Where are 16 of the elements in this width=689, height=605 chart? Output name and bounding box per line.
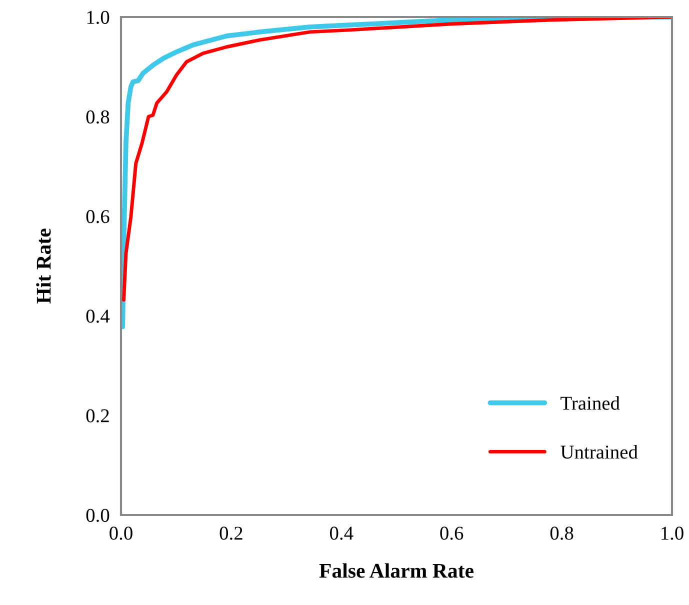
x-tick-label: 1.0 [662, 526, 684, 540]
y-tick-label: 0.2 [86, 409, 109, 422]
x-tick-label: 0.4 [330, 526, 354, 540]
y-tick-label: 0.4 [86, 310, 110, 323]
x-tick-label: 0.6 [440, 526, 464, 540]
legend-label: Untrained [560, 445, 638, 459]
y-tick-label: 0.0 [86, 508, 110, 522]
y-tick-label: 0.6 [86, 210, 110, 224]
x-axis-title: False Alarm Rate [319, 563, 474, 578]
legend-label: Trained [560, 396, 620, 410]
x-tick-label: 0.2 [220, 526, 242, 540]
x-tick-label: 0.0 [110, 526, 132, 540]
y-tick-label: 1.0 [87, 10, 110, 24]
y-axis-title: Hit Rate [36, 228, 51, 304]
y-tick-label: 0.8 [86, 110, 110, 124]
x-tick-label: 0.8 [550, 526, 574, 540]
